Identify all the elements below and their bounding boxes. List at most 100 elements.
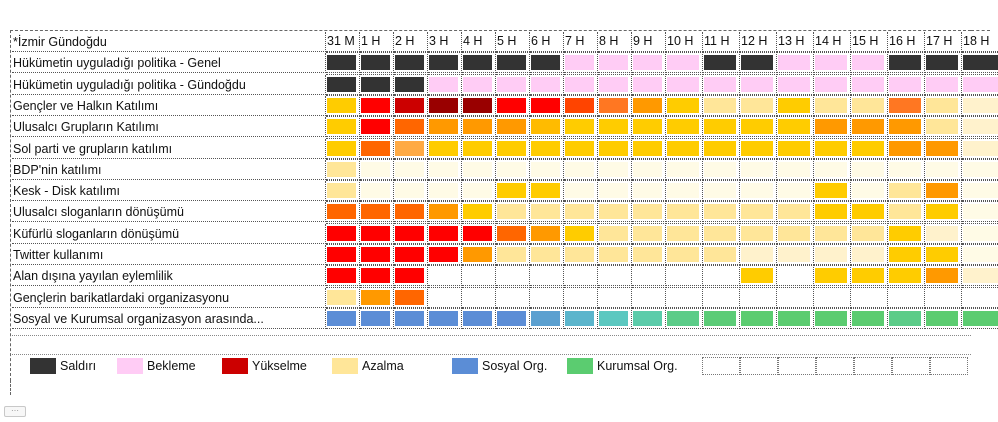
grid-cell[interactable] <box>530 94 564 116</box>
grid-cell[interactable] <box>814 158 851 180</box>
grid-cell[interactable] <box>360 158 394 180</box>
grid-cell[interactable] <box>666 158 703 180</box>
row-label[interactable]: Küfürlü sloganların dönüşümü <box>12 223 326 244</box>
grid-cell[interactable] <box>496 158 530 180</box>
grid-cell[interactable] <box>428 307 462 329</box>
grid-cell[interactable] <box>851 201 888 223</box>
grid-cell[interactable] <box>888 73 925 95</box>
grid-cell[interactable] <box>428 244 462 265</box>
grid-cell[interactable] <box>360 244 394 265</box>
grid-cell[interactable] <box>666 307 703 329</box>
grid-cell[interactable] <box>462 265 496 287</box>
grid-cell[interactable] <box>925 52 962 74</box>
row-label[interactable]: Alan dışına yayılan eylemlilik <box>12 266 326 287</box>
grid-cell[interactable] <box>428 158 462 180</box>
more-options-button[interactable]: ⋯ <box>4 406 26 417</box>
grid-cell[interactable] <box>740 244 777 265</box>
grid-cell[interactable] <box>360 52 394 74</box>
grid-cell[interactable] <box>394 244 428 265</box>
grid-cell[interactable] <box>851 52 888 74</box>
grid-cell[interactable] <box>394 265 428 287</box>
grid-cell[interactable] <box>962 244 998 265</box>
grid-cell[interactable] <box>962 307 998 329</box>
grid-cell[interactable] <box>496 244 530 265</box>
grid-cell[interactable] <box>598 201 632 223</box>
grid-cell[interactable] <box>598 307 632 329</box>
grid-cell[interactable] <box>530 158 564 180</box>
grid-cell[interactable] <box>462 201 496 223</box>
row-label[interactable]: Ulusalcı sloganların dönüşümü <box>12 202 326 223</box>
grid-cell[interactable] <box>326 52 360 74</box>
grid-cell[interactable] <box>888 201 925 223</box>
grid-cell[interactable] <box>326 307 360 329</box>
grid-cell[interactable] <box>851 116 888 138</box>
grid-cell[interactable] <box>632 94 666 116</box>
grid-cell[interactable] <box>740 116 777 138</box>
grid-cell[interactable] <box>703 265 740 287</box>
grid-cell[interactable] <box>851 137 888 159</box>
grid-cell[interactable] <box>632 265 666 287</box>
grid-cell[interactable] <box>326 137 360 159</box>
grid-cell[interactable] <box>851 94 888 116</box>
grid-cell[interactable] <box>777 286 814 308</box>
grid-cell[interactable] <box>777 265 814 287</box>
grid-cell[interactable] <box>888 180 925 202</box>
grid-cell[interactable] <box>962 222 998 244</box>
row-label[interactable]: Ulusalcı Grupların Katılımı <box>12 117 326 138</box>
row-label[interactable]: Hükümetin uyguladığı politika - Gündoğdu <box>12 74 326 95</box>
grid-cell[interactable] <box>666 201 703 223</box>
grid-cell[interactable] <box>925 137 962 159</box>
grid-cell[interactable] <box>530 137 564 159</box>
grid-cell[interactable] <box>777 222 814 244</box>
grid-cell[interactable] <box>740 158 777 180</box>
grid-cell[interactable] <box>530 73 564 95</box>
grid-cell[interactable] <box>394 52 428 74</box>
grid-cell[interactable] <box>814 244 851 265</box>
grid-cell[interactable] <box>777 244 814 265</box>
grid-cell[interactable] <box>598 265 632 287</box>
grid-cell[interactable] <box>496 307 530 329</box>
grid-cell[interactable] <box>462 222 496 244</box>
grid-cell[interactable] <box>394 222 428 244</box>
grid-cell[interactable] <box>666 94 703 116</box>
grid-cell[interactable] <box>666 116 703 138</box>
grid-cell[interactable] <box>496 73 530 95</box>
grid-cell[interactable] <box>632 158 666 180</box>
grid-cell[interactable] <box>326 116 360 138</box>
grid-cell[interactable] <box>496 180 530 202</box>
grid-cell[interactable] <box>925 265 962 287</box>
grid-cell[interactable] <box>462 116 496 138</box>
grid-cell[interactable] <box>851 158 888 180</box>
grid-cell[interactable] <box>632 73 666 95</box>
grid-cell[interactable] <box>814 265 851 287</box>
grid-cell[interactable] <box>326 94 360 116</box>
grid-cell[interactable] <box>326 158 360 180</box>
grid-cell[interactable] <box>564 137 598 159</box>
grid-cell[interactable] <box>962 201 998 223</box>
grid-cell[interactable] <box>496 137 530 159</box>
grid-cell[interactable] <box>703 73 740 95</box>
grid-cell[interactable] <box>888 158 925 180</box>
grid-cell[interactable] <box>777 116 814 138</box>
grid-cell[interactable] <box>360 180 394 202</box>
grid-cell[interactable] <box>428 52 462 74</box>
grid-cell[interactable] <box>851 286 888 308</box>
row-label[interactable]: Gençlerin barikatlardaki organizasyonu <box>12 287 326 308</box>
grid-cell[interactable] <box>888 52 925 74</box>
grid-cell[interactable] <box>777 180 814 202</box>
grid-cell[interactable] <box>888 286 925 308</box>
grid-cell[interactable] <box>496 265 530 287</box>
grid-cell[interactable] <box>740 286 777 308</box>
grid-cell[interactable] <box>530 307 564 329</box>
grid-cell[interactable] <box>598 116 632 138</box>
row-label[interactable]: Gençler ve Halkın Katılımı <box>12 95 326 116</box>
grid-cell[interactable] <box>394 158 428 180</box>
grid-cell[interactable] <box>360 116 394 138</box>
grid-cell[interactable] <box>394 137 428 159</box>
grid-cell[interactable] <box>394 201 428 223</box>
grid-cell[interactable] <box>814 201 851 223</box>
grid-cell[interactable] <box>777 201 814 223</box>
grid-cell[interactable] <box>564 201 598 223</box>
grid-cell[interactable] <box>851 222 888 244</box>
grid-cell[interactable] <box>632 52 666 74</box>
